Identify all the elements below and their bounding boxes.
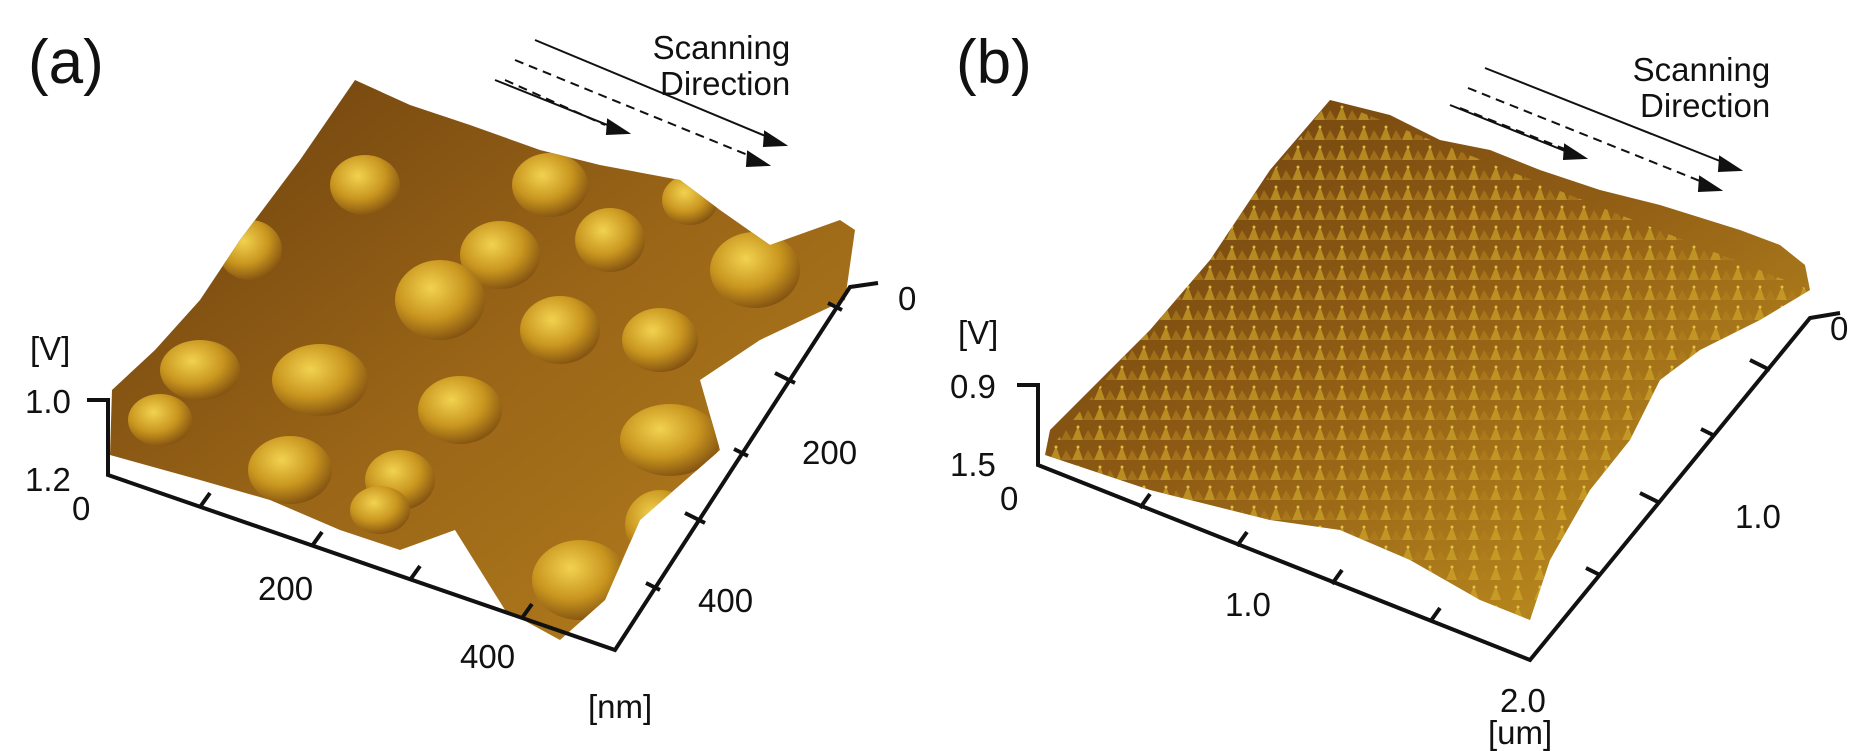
y-tick-a-400: 400 bbox=[698, 582, 754, 619]
scan-direction-label-a: Scanning Direction bbox=[620, 29, 791, 103]
x-tick-b-1: 1.0 bbox=[1225, 586, 1271, 623]
scan-arrows-b bbox=[1449, 67, 1744, 193]
x-tick-a-400: 400 bbox=[460, 638, 516, 675]
origin-a: 0 bbox=[72, 490, 91, 527]
x-tick-b-2: 2.0 bbox=[1500, 682, 1546, 719]
surface-b-texture bbox=[1045, 100, 1810, 620]
z-unit-b: [V] bbox=[958, 314, 999, 351]
origin-b: 0 bbox=[1000, 480, 1019, 517]
panel-label-a: (a) bbox=[28, 28, 104, 97]
z-top-b: 0.9 bbox=[950, 368, 996, 405]
scan-arrows-a bbox=[494, 39, 789, 168]
afm-panel-b: (b) Scanning Direction [V] 0.9 1.5 0 1.0… bbox=[940, 0, 1849, 751]
panel-label-b: (b) bbox=[956, 28, 1032, 97]
afm-panel-a: (a) Scanning Direction [V] 1.0 1.2 0 200… bbox=[25, 28, 917, 725]
xy-unit-b: [um] bbox=[1488, 714, 1553, 751]
axes-b bbox=[1017, 311, 1841, 663]
y-tick-b-1: 1.0 bbox=[1735, 498, 1781, 535]
surface-a-bumps bbox=[128, 153, 800, 620]
x-tick-a-200: 200 bbox=[258, 570, 314, 607]
scan-line1-b: Scanning bbox=[1632, 51, 1771, 88]
axes-a bbox=[87, 281, 879, 653]
scan-direction-label-b: Scanning Direction bbox=[1570, 51, 1771, 125]
y-tick-b-0: 0 bbox=[1830, 310, 1849, 347]
z-unit-a: [V] bbox=[30, 330, 71, 367]
scan-line2-a: Direction bbox=[660, 65, 791, 103]
afm-surface-a bbox=[87, 39, 879, 653]
scan-line2-b: Direction bbox=[1640, 87, 1771, 125]
scan-line1-a: Scanning bbox=[652, 29, 791, 66]
y-tick-a-200: 200 bbox=[802, 434, 858, 471]
z-top-a: 1.0 bbox=[25, 383, 71, 420]
xy-unit-a: [nm] bbox=[588, 688, 653, 725]
z-bottom-b: 1.5 bbox=[950, 446, 996, 483]
afm-surface-b bbox=[1017, 67, 1841, 663]
y-tick-a-0: 0 bbox=[898, 280, 917, 317]
z-bottom-a: 1.2 bbox=[25, 461, 71, 498]
